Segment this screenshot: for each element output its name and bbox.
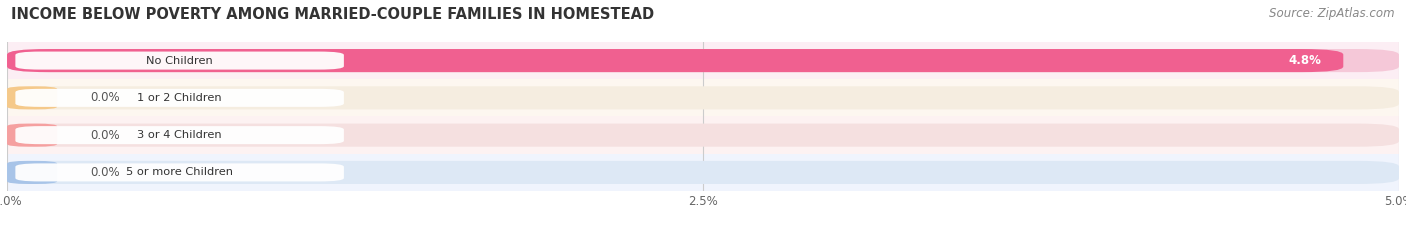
Text: 4.8%: 4.8% (1288, 54, 1322, 67)
FancyBboxPatch shape (7, 49, 1343, 72)
Text: 0.0%: 0.0% (90, 129, 120, 142)
FancyBboxPatch shape (15, 51, 344, 70)
Text: No Children: No Children (146, 56, 212, 65)
FancyBboxPatch shape (7, 161, 58, 184)
FancyBboxPatch shape (7, 86, 1399, 110)
Bar (7, 154, 1399, 191)
FancyBboxPatch shape (7, 123, 58, 147)
Text: INCOME BELOW POVERTY AMONG MARRIED-COUPLE FAMILIES IN HOMESTEAD: INCOME BELOW POVERTY AMONG MARRIED-COUPL… (11, 7, 654, 22)
FancyBboxPatch shape (7, 86, 58, 110)
Bar (7, 116, 1399, 154)
Text: 0.0%: 0.0% (90, 91, 120, 104)
Text: 1 or 2 Children: 1 or 2 Children (138, 93, 222, 103)
FancyBboxPatch shape (7, 49, 1399, 72)
Text: 3 or 4 Children: 3 or 4 Children (138, 130, 222, 140)
FancyBboxPatch shape (7, 161, 1399, 184)
FancyBboxPatch shape (15, 89, 344, 107)
Text: 5 or more Children: 5 or more Children (127, 168, 233, 177)
Bar (7, 79, 1399, 116)
Bar (7, 42, 1399, 79)
Text: 0.0%: 0.0% (90, 166, 120, 179)
FancyBboxPatch shape (15, 163, 344, 182)
FancyBboxPatch shape (15, 126, 344, 144)
Text: Source: ZipAtlas.com: Source: ZipAtlas.com (1270, 7, 1395, 20)
FancyBboxPatch shape (7, 123, 1399, 147)
